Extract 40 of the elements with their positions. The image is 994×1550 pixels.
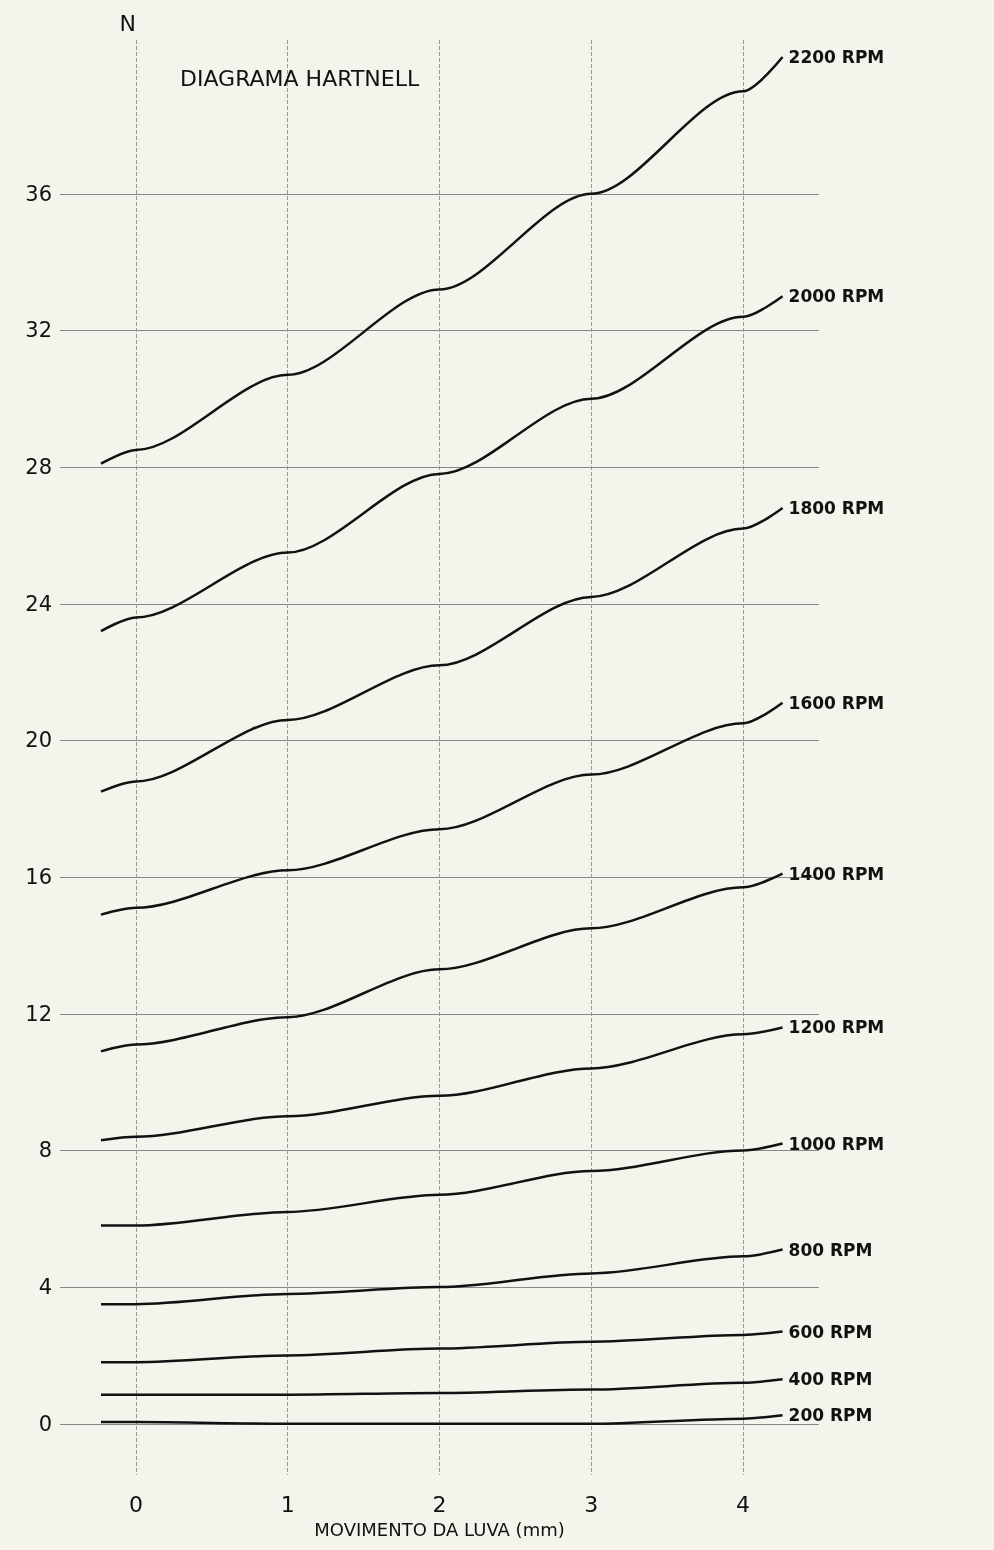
series-label: 2200 RPM	[788, 47, 885, 68]
x-tick-label: 4	[736, 1491, 751, 1517]
y-tick-label: 20	[25, 728, 52, 753]
line-series	[99, 872, 784, 1053]
y-tick-label: 4	[38, 1275, 52, 1300]
series-label: 1400 RPM	[788, 863, 885, 884]
series-label: 200 RPM	[788, 1405, 873, 1426]
line-series	[99, 1248, 784, 1306]
series-label: 800 RPM	[788, 1239, 873, 1260]
series-label: 1600 RPM	[788, 692, 885, 713]
series-label: 400 RPM	[788, 1369, 873, 1390]
y-tick-label: 32	[25, 318, 52, 343]
y-tick-label: 36	[25, 181, 52, 206]
y-tick-label: 0	[38, 1411, 52, 1436]
line-series	[99, 1330, 784, 1364]
y-tick-label: 28	[25, 455, 52, 480]
line-series	[99, 701, 784, 916]
line-series	[99, 1142, 784, 1227]
y-tick-label: 12	[25, 1001, 52, 1026]
x-tick-label: 3	[584, 1491, 599, 1517]
line-series	[99, 506, 784, 793]
line-series	[99, 295, 784, 633]
x-axis-title: MOVIMENTO DA LUVA (mm)	[314, 1518, 565, 1540]
y-tick-label: 24	[25, 591, 52, 616]
series-label: 1200 RPM	[788, 1017, 885, 1038]
text: DIAGRAMA HARTNELL	[180, 65, 420, 91]
series-label: 600 RPM	[788, 1321, 873, 1342]
x-tick-label: 1	[280, 1491, 295, 1517]
series-label: 1800 RPM	[788, 498, 885, 519]
y-tick-label: 16	[25, 865, 52, 890]
line-series	[99, 1026, 784, 1142]
x-tick-label: 0	[128, 1491, 143, 1517]
series-label: 2000 RPM	[788, 286, 885, 307]
line-series	[99, 55, 784, 465]
line-series	[99, 1413, 784, 1425]
y-axis-title: N	[119, 10, 136, 36]
series-label: 1000 RPM	[788, 1133, 885, 1154]
x-tick-label: 2	[432, 1491, 447, 1517]
y-tick-label: 8	[38, 1138, 52, 1163]
line-series	[99, 1378, 784, 1396]
